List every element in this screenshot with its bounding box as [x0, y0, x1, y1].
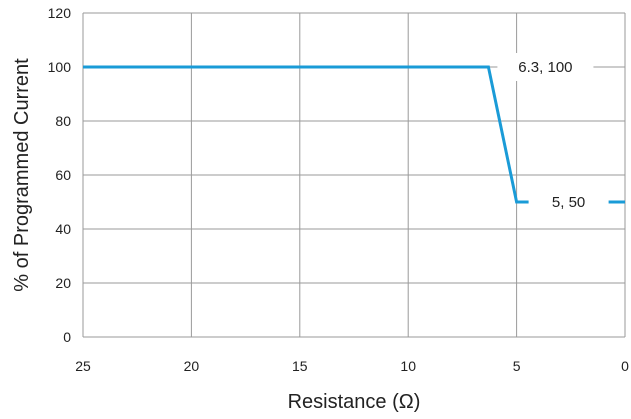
x-tick-label: 5	[513, 358, 521, 374]
annotations: 6.3, 100 5, 50	[497, 53, 609, 216]
y-tick-label: 120	[48, 5, 72, 21]
x-tick-label: 20	[184, 358, 200, 374]
data-annotation: 5, 50	[552, 194, 585, 211]
x-tick-label: 25	[75, 358, 91, 374]
y-tick-label: 0	[63, 329, 71, 345]
y-tick-label: 40	[55, 221, 71, 237]
data-annotation: 6.3, 100	[518, 59, 572, 76]
y-tick-label: 60	[55, 167, 71, 183]
y-tick-label: 80	[55, 113, 71, 129]
x-tick-label: 15	[292, 358, 308, 374]
x-axis-ticks: 25 20 15 10 5 0	[75, 358, 629, 374]
x-axis-title: Resistance (Ω)	[288, 391, 421, 413]
y-axis-ticks: 0 20 40 60 80 100 120	[48, 5, 72, 345]
y-tick-label: 100	[48, 59, 72, 75]
x-tick-label: 0	[621, 358, 629, 374]
annotation-background	[528, 188, 609, 216]
y-axis-title: % of Programmed Current	[11, 58, 33, 292]
x-tick-label: 10	[400, 358, 416, 374]
y-tick-label: 20	[55, 275, 71, 291]
annotation-background	[497, 53, 594, 81]
